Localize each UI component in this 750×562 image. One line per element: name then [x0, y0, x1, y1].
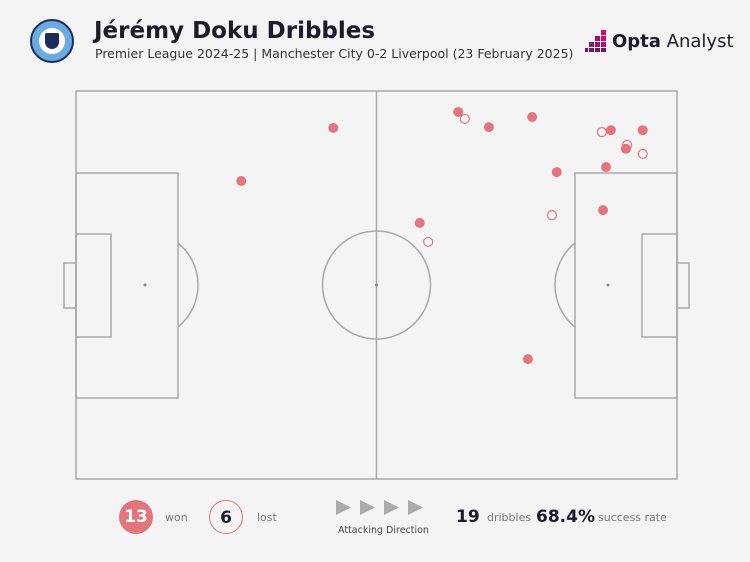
- dribble-lost-point: [637, 148, 648, 159]
- dribble-won-point: [637, 125, 648, 136]
- dribble-won-point: [598, 205, 609, 216]
- dribble-lost-point: [423, 236, 434, 248]
- attacking-direction-arrows-icon: [336, 500, 423, 515]
- dribble-won-point: [483, 122, 494, 133]
- dribble-won-point: [453, 106, 464, 117]
- lost-count: 6: [209, 500, 243, 534]
- page-title: Jérémy Doku Dribbles: [94, 18, 376, 44]
- dribble-won-point: [414, 217, 425, 228]
- dribble-lost-point: [596, 127, 607, 138]
- lost-label: lost: [257, 511, 277, 524]
- dribble-won-point: [522, 354, 533, 365]
- club-badge: [30, 19, 74, 63]
- opta-logo-icon: [585, 30, 606, 52]
- dribble-won-point: [601, 162, 612, 173]
- direction-label: Attacking Direction: [338, 525, 429, 536]
- dribble-won-point: [236, 176, 247, 187]
- dribble-won-point: [328, 122, 339, 133]
- success-rate: 68.4%: [536, 507, 595, 527]
- won-label: won: [165, 511, 188, 524]
- dribble-won-point: [605, 125, 616, 136]
- subtitle: Premier League 2024-25 | Manchester City…: [95, 46, 574, 61]
- dribble-won-point: [527, 111, 538, 122]
- total-label: dribbles: [487, 511, 532, 524]
- dribble-lost-point: [546, 210, 558, 221]
- won-count: 13: [119, 500, 153, 534]
- total-dribbles: 19: [456, 507, 480, 527]
- dribble-won-point: [551, 167, 562, 178]
- success-rate-label: success rate: [598, 511, 667, 524]
- opta-analyst-logo: Opta Analyst: [612, 31, 734, 52]
- pitch-lines: [63, 90, 690, 480]
- dribble-lost-point: [459, 113, 470, 125]
- dribble-lost-point: [622, 139, 633, 151]
